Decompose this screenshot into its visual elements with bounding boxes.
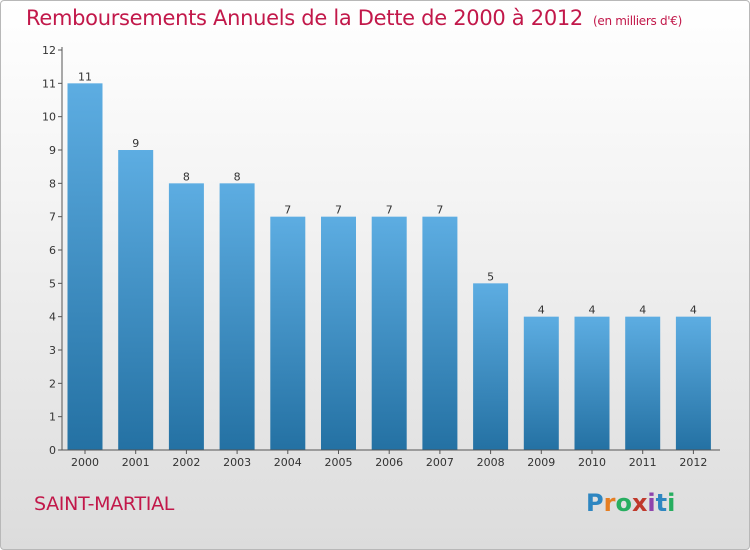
bar <box>523 316 559 450</box>
bar <box>675 316 711 450</box>
bar-value-label: 9 <box>132 137 139 150</box>
x-tick-label: 2006 <box>375 456 403 469</box>
logo-letter: r <box>603 489 616 517</box>
x-tick-label: 2000 <box>71 456 99 469</box>
y-tick-label: 4 <box>49 311 56 324</box>
bar <box>67 83 103 450</box>
bar-value-label: 7 <box>335 204 342 217</box>
bar <box>168 183 204 451</box>
x-tick-label: 2011 <box>629 456 657 469</box>
bar-value-label: 4 <box>690 304 697 317</box>
bar <box>118 150 154 450</box>
y-tick-label: 0 <box>49 444 56 457</box>
y-tick-label: 5 <box>49 277 56 290</box>
bar-value-label: 7 <box>436 204 443 217</box>
x-tick-label: 2004 <box>274 456 302 469</box>
bar <box>270 216 306 450</box>
y-tick-label: 1 <box>49 411 56 424</box>
y-tick-label: 9 <box>49 144 56 157</box>
unit-label: (en milliers d'€) <box>593 14 683 28</box>
y-tick-label: 8 <box>49 177 56 190</box>
y-tick-label: 11 <box>42 77 56 90</box>
y-tick-label: 10 <box>42 111 56 124</box>
proxiti-logo: Proxiti <box>586 489 675 517</box>
x-tick-label: 2001 <box>122 456 150 469</box>
bar-value-label: 7 <box>284 204 291 217</box>
bar <box>219 183 255 451</box>
x-tick-label: 2002 <box>172 456 200 469</box>
y-tick-label: 2 <box>49 377 56 390</box>
bar-value-label: 11 <box>78 70 92 83</box>
bar-value-label: 5 <box>487 270 494 283</box>
logo-letter: o <box>615 489 632 517</box>
bar-value-label: 4 <box>538 304 545 317</box>
logo-letter: P <box>586 489 604 517</box>
bar-value-label: 4 <box>589 304 596 317</box>
x-tick-label: 2010 <box>578 456 606 469</box>
y-tick-label: 3 <box>49 344 56 357</box>
bar-value-label: 8 <box>234 170 241 183</box>
chart-title: Remboursements Annuels de la Dette de 20… <box>26 6 682 30</box>
logo-letter: i <box>667 489 676 517</box>
x-tick-label: 2005 <box>325 456 353 469</box>
bar <box>422 216 458 450</box>
bar-value-label: 7 <box>386 204 393 217</box>
y-tick-label: 6 <box>49 244 56 257</box>
chart-title-text: Remboursements Annuels de la Dette de 20… <box>26 6 583 30</box>
y-tick-label: 12 <box>42 44 56 57</box>
logo-letter: x <box>631 489 648 517</box>
x-tick-label: 2008 <box>477 456 505 469</box>
commune-name: SAINT-MARTIAL <box>34 493 175 515</box>
bar-value-label: 4 <box>639 304 646 317</box>
bar <box>473 283 509 450</box>
logo-letter: i <box>647 489 656 517</box>
logo-letter: t <box>655 489 668 517</box>
x-tick-label: 2009 <box>527 456 555 469</box>
x-tick-label: 2003 <box>223 456 251 469</box>
bar <box>371 216 407 450</box>
x-tick-label: 2012 <box>679 456 707 469</box>
y-tick-label: 7 <box>49 211 56 224</box>
x-tick-label: 2007 <box>426 456 454 469</box>
bar-value-label: 8 <box>183 170 190 183</box>
bar <box>321 216 356 450</box>
bar <box>625 316 661 450</box>
bar <box>574 316 610 450</box>
